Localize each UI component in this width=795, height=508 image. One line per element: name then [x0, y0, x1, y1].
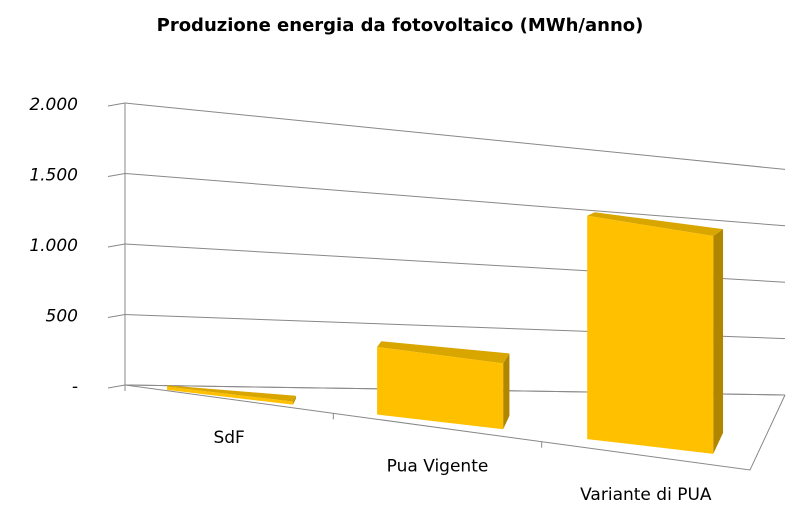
tick-mark [107, 384, 126, 389]
tick-mark [107, 173, 126, 177]
y-tick-label: 1.500 [29, 166, 78, 186]
bar-top [587, 212, 724, 237]
x-tick-label: Variante di PUA [580, 485, 712, 505]
grid-line [124, 102, 786, 170]
bar-top [377, 341, 510, 364]
chart-title: Produzione energia da fotovoltaico (MWh/… [157, 15, 644, 36]
y-tick-label: 2.000 [29, 95, 78, 115]
bar-front [587, 215, 714, 454]
bar-front [377, 346, 504, 430]
bar-top [167, 385, 296, 402]
bar-side [293, 395, 296, 405]
bar-side [503, 353, 510, 430]
bar [377, 341, 510, 430]
tick-mark [107, 102, 126, 107]
tick-mark [107, 314, 126, 318]
x-tick-label: SdF [213, 428, 244, 448]
grid-line [124, 173, 786, 227]
bar-front [167, 386, 294, 405]
bar [587, 212, 724, 454]
y-tick-label: 1.000 [29, 236, 78, 256]
tick-mark [107, 243, 126, 248]
bar-side [713, 229, 724, 454]
y-tick-label: 500 [46, 307, 78, 327]
y-tick-label: - [72, 377, 78, 397]
x-tick-label: Pua Vigente [387, 457, 489, 477]
bar [167, 385, 296, 405]
